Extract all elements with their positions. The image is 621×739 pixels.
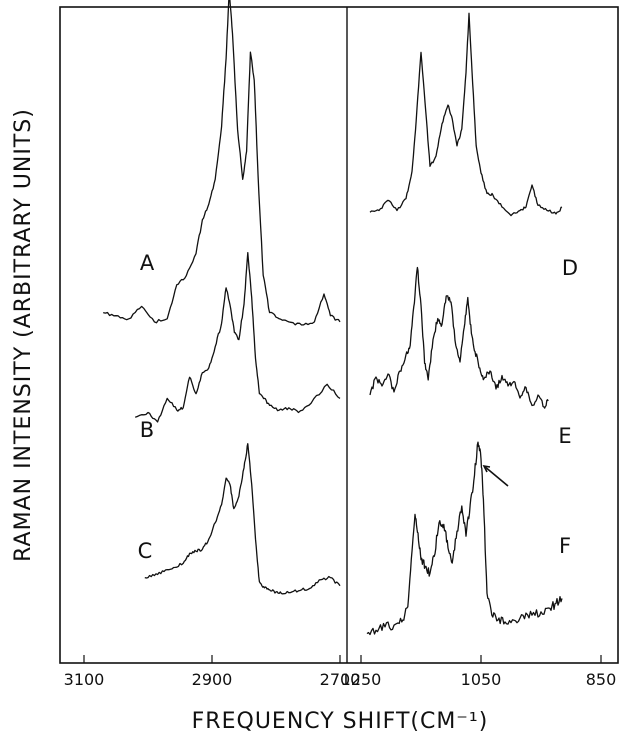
spectra (103, 0, 563, 636)
curve-labels: A B C D E F (138, 251, 578, 563)
x-axis-label: FREQUENCY SHIFT(CM⁻¹) (192, 709, 489, 734)
x-tick-label-850: 850 (586, 670, 617, 689)
x-tick-label-3100: 3100 (64, 670, 105, 689)
curve-label-F: F (559, 534, 571, 558)
curve-label-B: B (140, 418, 154, 442)
y-axis-label: RAMAN INTENSITY (ARBITRARY UNITS) (11, 108, 36, 562)
x-tick-label-2700: 2700 (320, 670, 361, 689)
spectrum-C (144, 443, 341, 595)
curve-label-D: D (562, 256, 578, 280)
spectrum-B (134, 252, 341, 423)
x-tick-label-2900: 2900 (192, 670, 233, 689)
plot-frame (59, 6, 619, 664)
spectrum-E (369, 266, 549, 409)
spectrum-F (366, 441, 563, 636)
annotation-arrow (482, 464, 509, 487)
curve-label-A: A (140, 251, 155, 275)
spectrum-D (369, 12, 563, 217)
spectrum-A (103, 0, 341, 326)
x-tick-label-1050: 1050 (461, 670, 502, 689)
curve-label-E: E (558, 424, 571, 448)
curve-label-C: C (138, 539, 153, 563)
x-tick-label-1250: 1250 (341, 670, 382, 689)
